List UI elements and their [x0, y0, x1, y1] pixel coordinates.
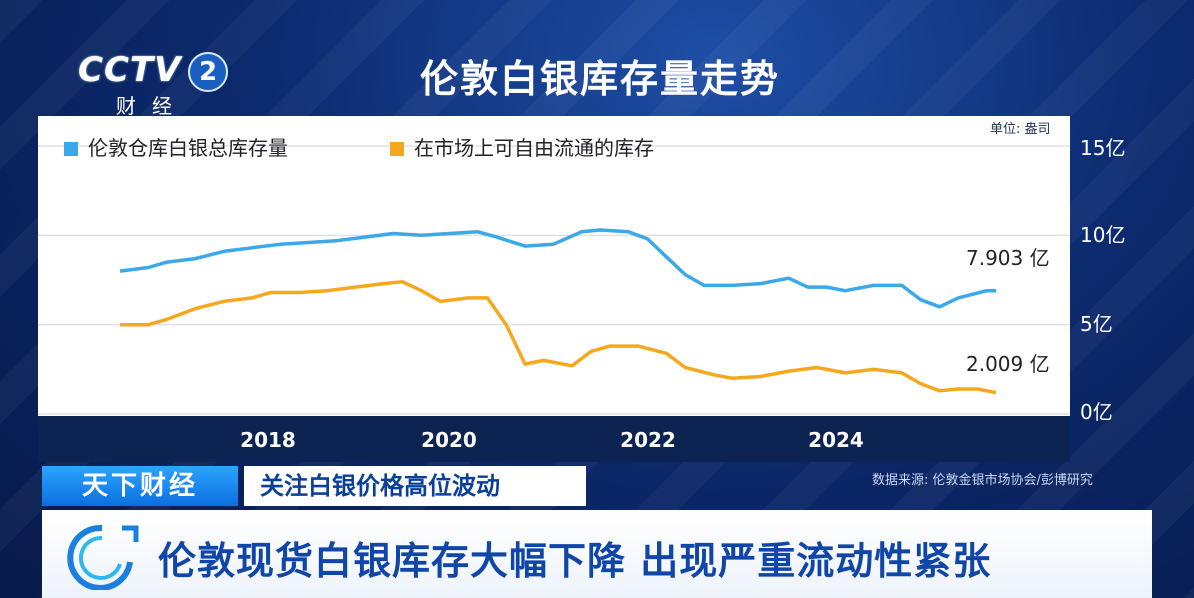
program-tag: 天下财经: [42, 466, 238, 506]
legend-label-total: 伦敦仓库白银总库存量: [88, 136, 288, 160]
legend-label-free: 在市场上可自由流通的库存: [414, 136, 654, 160]
legend-swatch-total: [64, 142, 78, 156]
logo-channel-number: 2: [188, 52, 228, 92]
x-tick-label: 2018: [240, 428, 296, 452]
y-tick-label: 0亿: [1080, 396, 1113, 425]
chart-panel: [38, 116, 1070, 416]
y-tick-label: 10亿: [1080, 219, 1125, 248]
end-value-label-total: 7.903 亿: [966, 242, 1050, 271]
unit-label: 单位: 盎司: [990, 118, 1051, 137]
y-tick-label: 5亿: [1080, 308, 1113, 337]
x-tick-label: 2022: [620, 428, 676, 452]
cctv2-logo: CCTV 2 财经: [78, 50, 228, 120]
y-tick-label: 15亿: [1080, 132, 1125, 161]
swirl-logo-icon: [62, 520, 142, 590]
topic-tag: 关注白银价格高位波动: [244, 466, 586, 506]
logo-subtitle: 财经: [116, 90, 188, 119]
x-tick-label: 2024: [808, 428, 864, 452]
x-tick-label: 2020: [421, 428, 477, 452]
headline-bar: 伦敦现货白银库存大幅下降 出现严重流动性紧张: [42, 510, 1152, 598]
chart-title: 伦敦白银库存量走势: [300, 48, 900, 103]
logo-mark: CCTV: [78, 50, 181, 90]
series-line-total: [120, 230, 996, 307]
series-line-free: [120, 282, 996, 393]
chart-svg: [38, 116, 1070, 416]
legend-swatch-free: [390, 142, 404, 156]
end-value-label-free: 2.009 亿: [966, 348, 1050, 377]
legend-item-total: 伦敦仓库白银总库存量: [64, 132, 288, 161]
headline-text: 伦敦现货白银库存大幅下降 出现严重流动性紧张: [158, 530, 991, 585]
legend-item-free: 在市场上可自由流通的库存: [390, 132, 654, 161]
data-source: 数据来源: 伦敦金银市场协会/彭博研究: [872, 469, 1093, 488]
x-axis-bar: [38, 416, 1070, 462]
